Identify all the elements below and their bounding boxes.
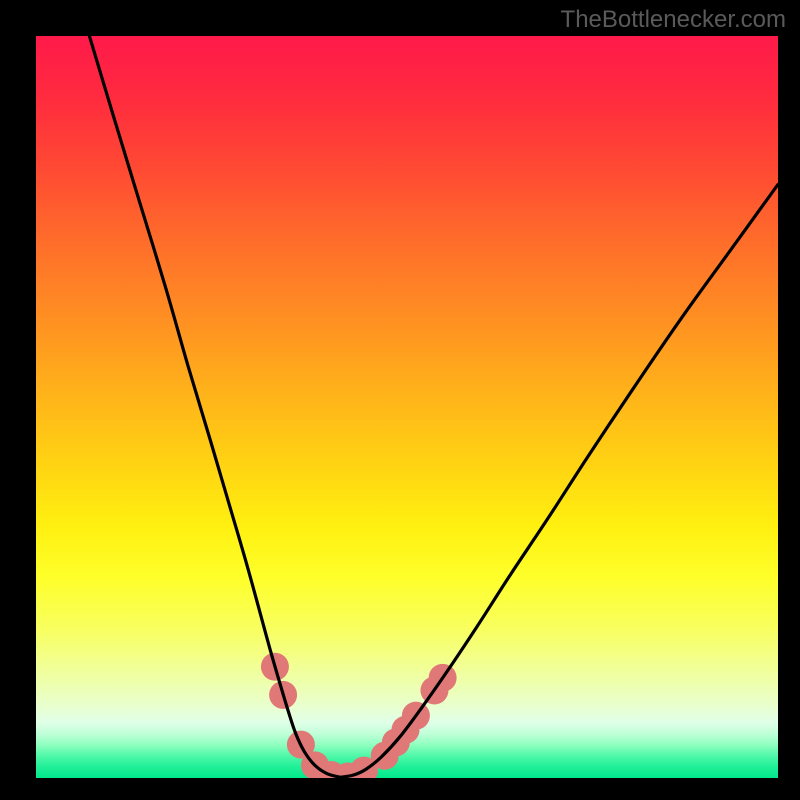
watermark-text: TheBottlenecker.com [561,6,786,34]
plot-area [36,36,778,778]
curve-left [89,36,340,777]
chart-container: TheBottlenecker.com [0,0,800,800]
bottleneck-curve [36,36,778,778]
curve-right [340,184,778,777]
